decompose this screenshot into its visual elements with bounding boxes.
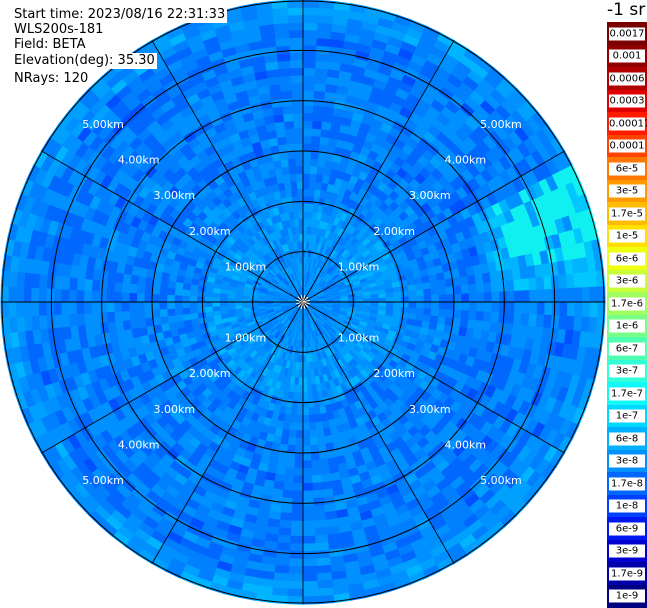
elevation-label: Elevation(deg): 35.30 — [12, 53, 157, 69]
colorbar-level: 0.001 — [607, 44, 647, 68]
colorbar-level-label: 6e-7 — [609, 342, 645, 355]
range-label: 2.00km — [373, 367, 415, 380]
colorbar-level-label: 1e-9 — [609, 589, 645, 603]
colorbar-level: 6e-5 — [607, 157, 647, 180]
ppi-range-labels: 1.00km 1.00km 1.00km 1.00km 2.00km 2.00km 2.00… — [82, 118, 521, 487]
range-label: 2.00km — [189, 367, 231, 380]
colorbar-level: 0.00017 — [607, 112, 647, 135]
colorbar-level: 6e-9 — [607, 517, 647, 540]
colorbar-level-label: 3e-5 — [609, 184, 645, 198]
range-label: 4.00km — [445, 154, 487, 167]
colorbar-level: 0.0017 — [607, 22, 647, 45]
colorbar-level-label: 3e-7 — [609, 364, 645, 378]
colorbar-level-label: 1.7e-5 — [609, 207, 645, 220]
colorbar-level-label: 1.7e-6 — [609, 297, 645, 310]
colorbar-level-label: 3e-6 — [609, 274, 645, 288]
ppi-grid — [1, 0, 605, 604]
colorbar-level: 1.7e-7 — [607, 382, 647, 405]
range-label: 3.00km — [153, 403, 195, 416]
range-label: 1.00km — [225, 332, 267, 345]
colorbar-level-label: 1e-6 — [609, 319, 645, 333]
colorbar-level-label: 0.001 — [609, 49, 645, 63]
range-label: 1.00km — [338, 260, 380, 273]
range-label: 5.00km — [480, 474, 522, 487]
range-label: 2.00km — [189, 225, 231, 238]
field-label: Field: BETA — [12, 37, 88, 53]
colorbar-level-label: 3e-9 — [609, 544, 645, 558]
range-label: 3.00km — [409, 403, 451, 416]
colorbar-level-label: 1.7e-7 — [609, 387, 645, 400]
colorbar-level-label: 1e-8 — [609, 499, 645, 513]
range-label: 2.00km — [373, 225, 415, 238]
range-label: 5.00km — [82, 118, 124, 131]
azimuth-spoke — [302, 150, 565, 303]
colorbar-level: 1e-9 — [607, 584, 647, 608]
azimuth-spoke — [302, 40, 455, 303]
colorbar-level: 0.0006 — [607, 67, 647, 90]
colorbar-level: 0.0001 — [607, 134, 647, 158]
start-time-label: Start time: 2023/08/16 22:31:33 — [12, 7, 228, 23]
colorbar-level: 3e-7 — [607, 359, 647, 383]
colorbar-level: 1e-5 — [607, 224, 647, 248]
azimuth-spoke — [151, 40, 304, 303]
colorbar-level-label: 3e-8 — [609, 454, 645, 468]
colorbar-level: 3e-8 — [607, 449, 647, 473]
azimuth-spoke — [151, 301, 304, 564]
instrument-label: WLS200s-181 — [12, 22, 106, 38]
azimuth-spoke — [41, 301, 304, 454]
nrays-label: NRays: 120 — [12, 71, 91, 87]
colorbar-level-label: 6e-5 — [609, 162, 645, 175]
range-label: 1.00km — [225, 260, 267, 273]
range-label: 1.00km — [338, 332, 380, 345]
colorbar-level: 6e-8 — [607, 427, 647, 450]
colorbar-level: 1e-7 — [607, 404, 647, 428]
colorbar-level-label: 1.7e-9 — [609, 567, 645, 580]
colorbar-level-label: 1.7e-8 — [609, 477, 645, 490]
colorbar-level: 3e-6 — [607, 269, 647, 293]
colorbar-level: 1.7e-9 — [607, 562, 647, 585]
colorbar-level-label: 6e-8 — [609, 432, 645, 445]
range-label: 4.00km — [118, 154, 160, 167]
colorbar-level: 3e-9 — [607, 539, 647, 563]
colorbar-level: 6e-7 — [607, 337, 647, 360]
azimuth-spoke — [302, 301, 455, 564]
range-label: 3.00km — [153, 189, 195, 202]
range-label: 4.00km — [118, 438, 160, 451]
colorbar-level-label: 0.00017 — [609, 117, 647, 130]
colorbar: 0.0017 0.001 0.0006 0.0003 0.00017 0.0001 6e-5… — [607, 22, 647, 608]
colorbar-level-label: 0.0003 — [609, 94, 645, 108]
azimuth-spoke — [302, 301, 565, 454]
colorbar-level-label: 0.0001 — [609, 139, 645, 153]
colorbar-level: 3e-5 — [607, 179, 647, 203]
colorbar-level-label: 6e-9 — [609, 522, 645, 535]
colorbar-level-label: 0.0006 — [609, 72, 645, 85]
colorbar-level: 1.7e-6 — [607, 292, 647, 315]
colorbar-unit: -1 sr — [607, 0, 646, 20]
range-label: 5.00km — [480, 118, 522, 131]
colorbar-level: 1.7e-5 — [607, 202, 647, 225]
colorbar-level: 6e-6 — [607, 247, 647, 270]
azimuth-spoke — [41, 150, 304, 303]
colorbar-level: 1e-8 — [607, 494, 647, 518]
range-label: 5.00km — [82, 474, 124, 487]
range-label: 4.00km — [445, 438, 487, 451]
colorbar-level-label: 0.0017 — [609, 27, 645, 40]
colorbar-level-label: 6e-6 — [609, 252, 645, 265]
colorbar-level-label: 1e-5 — [609, 229, 645, 243]
colorbar-level: 1.7e-8 — [607, 472, 647, 495]
ppi-plot: 1.00km 1.00km 1.00km 1.00km 2.00km 2.00km 2.00… — [0, 0, 606, 605]
colorbar-level: 1e-6 — [607, 314, 647, 338]
range-label: 3.00km — [409, 189, 451, 202]
colorbar-level: 0.0003 — [607, 89, 647, 113]
ppi-data-field — [0, 0, 606, 605]
colorbar-level-label: 1e-7 — [609, 409, 645, 423]
